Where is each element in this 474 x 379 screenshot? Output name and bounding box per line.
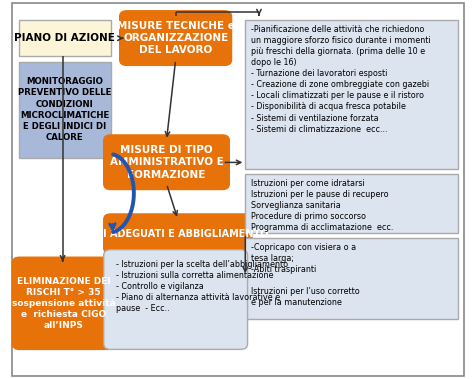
Text: ELIMINAZIONE DEI
RISCHI T° > 35
sospensione attività
e  richiesta CIGO
all’INPS: ELIMINAZIONE DEI RISCHI T° > 35 sospensi… [12,277,116,330]
FancyBboxPatch shape [120,11,232,65]
Bar [19,20,110,56]
Text: MISURE DI TIPO
AMMINISTRATIVO E
FORMAZIONE: MISURE DI TIPO AMMINISTRATIVO E FORMAZIO… [109,145,223,180]
FancyBboxPatch shape [104,250,247,349]
Bar [245,174,457,233]
Text: DPI ADEGUATI E ABBIGLIAMENTO: DPI ADEGUATI E ABBIGLIAMENTO [88,229,268,239]
FancyBboxPatch shape [12,257,115,349]
FancyBboxPatch shape [104,214,252,254]
Bar [245,20,457,169]
Bar [19,61,110,158]
Text: -Copricapo con visiera o a
tesa larga;
-Abiti traspiranti

Istruzioni per l’uso : -Copricapo con visiera o a tesa larga; -… [251,243,359,307]
Text: Istruzioni per come idratarsi
Istruzioni per le pause di recupero
Sorveglianza s: Istruzioni per come idratarsi Istruzioni… [251,179,393,232]
Text: MONITORAGGIO
PREVENTIVO DELLE
CONDIZIONI
MICROCLIMATICHE
E DEGLI INDICI DI
CALOR: MONITORAGGIO PREVENTIVO DELLE CONDIZIONI… [18,77,111,142]
Text: - Istruzioni per la scelta dell’abbigliamento
- Istruzioni sulla corretta alimen: - Istruzioni per la scelta dell’abbiglia… [116,260,288,313]
Text: PIANO DI AZIONE: PIANO DI AZIONE [15,33,115,43]
Bar [245,238,457,319]
Text: -Pianificazione delle attività che richiedono
un maggiore sforzo fisico durante : -Pianificazione delle attività che richi… [251,25,430,134]
FancyBboxPatch shape [104,135,229,190]
Text: MISURE TECNICHE e
ORGANIZZAZIONE
DEL LAVORO: MISURE TECNICHE e ORGANIZZAZIONE DEL LAV… [117,21,235,55]
